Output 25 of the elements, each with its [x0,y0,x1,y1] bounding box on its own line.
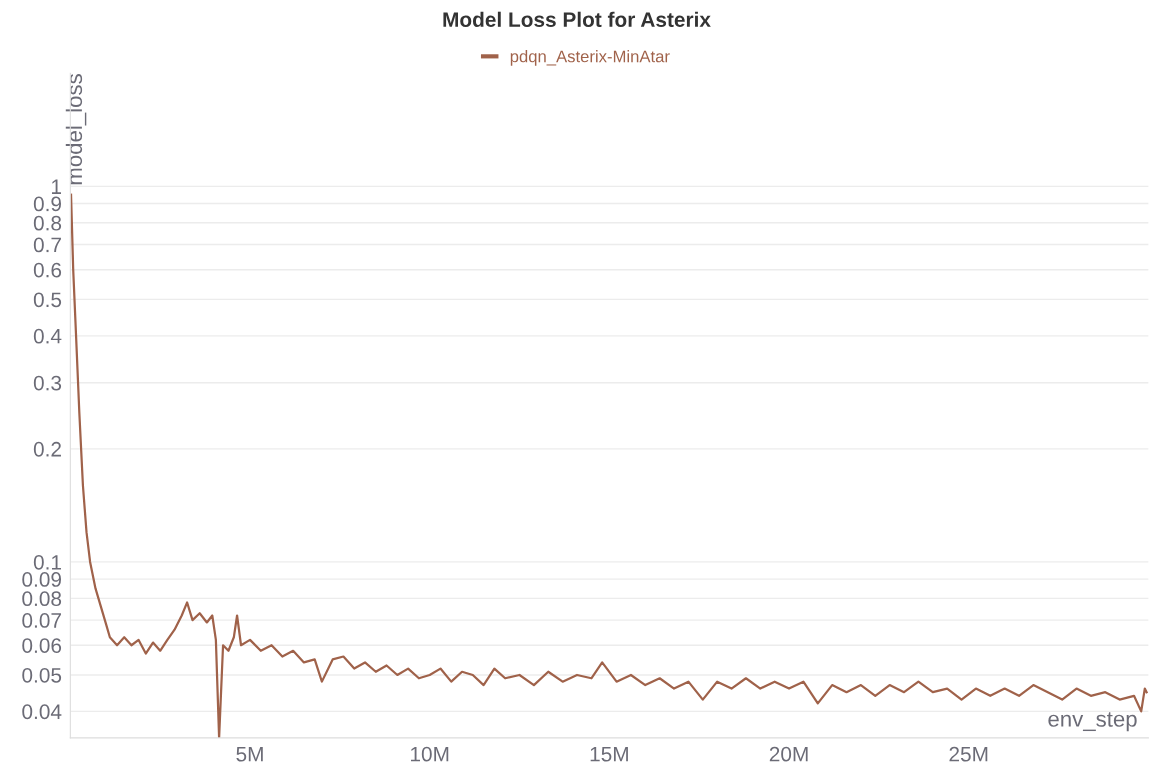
x-tick-label: 20M [769,746,808,762]
y-tick-label: 0.1 [33,554,61,570]
y-tick-label: 0.09 [22,572,62,587]
y-tick-label: 0.8 [33,215,62,231]
y-tick-label: 0.3 [33,375,62,391]
y-tick-label: 0.06 [22,638,62,653]
x-tick-label: 15M [590,746,628,762]
y-tick-label: 0.05 [22,667,62,683]
x-axis-title: env_step [1048,712,1137,732]
y-tick-label: 0.6 [33,262,62,278]
y-tick-label: 0.7 [33,237,61,253]
y-tick-label: 0.4 [33,328,62,344]
y-tick-label: 1 [52,179,61,194]
y-tick-label: 0.07 [22,613,61,628]
chart-title: Model Loss Plot for Asterix [443,11,711,27]
legend-label: pdqn_Asterix-MinAtar [510,50,670,66]
y-tick-label: 0.04 [22,704,62,720]
y-tick-label: 0.9 [33,196,62,212]
y-tick-label: 0.2 [33,441,61,457]
x-tick-label: 10M [411,746,449,762]
y-tick-label: 0.5 [33,292,62,308]
x-tick-label: 5M [236,746,263,762]
y-tick-label: 0.08 [22,591,62,607]
y-axis-title: model_loss [65,74,87,185]
x-tick-label: 25M [949,746,988,762]
